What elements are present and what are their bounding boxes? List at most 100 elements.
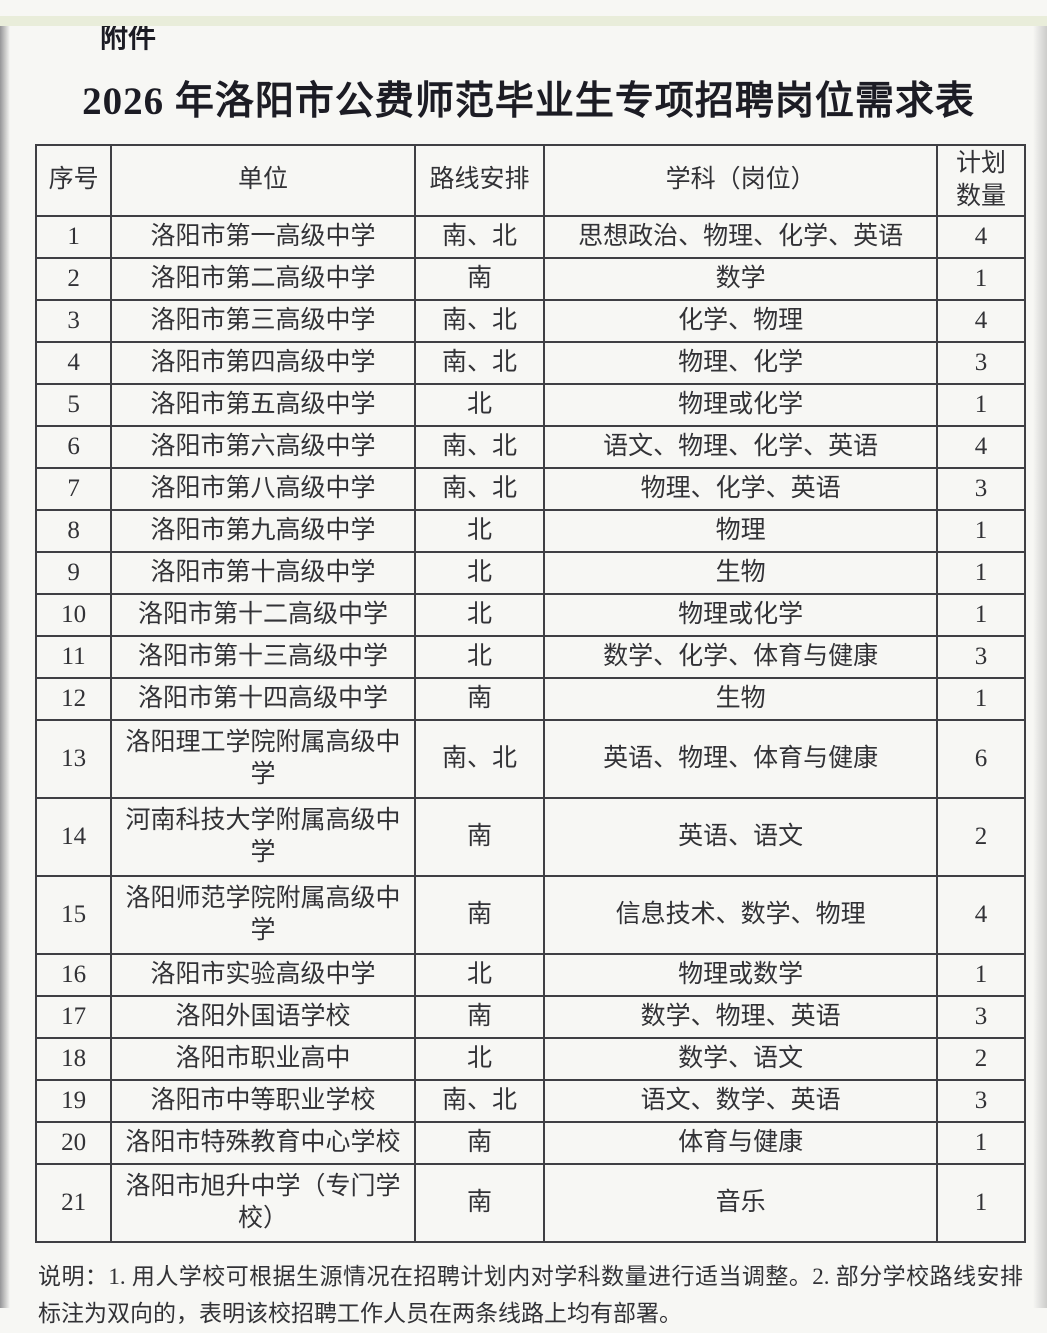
cell-subjects: 物理或化学 <box>543 593 938 637</box>
cell-school: 洛阳市旭升中学（专门学校） <box>110 1163 416 1243</box>
cell-route: 北 <box>413 551 546 595</box>
cell-route: 南 <box>413 677 546 721</box>
cell-route: 北 <box>413 953 546 997</box>
cell-subjects: 数学、物理、英语 <box>543 995 938 1039</box>
cell-quantity: 3 <box>935 1079 1027 1123</box>
cell-route: 北 <box>413 383 546 427</box>
cell-subjects: 思想政治、物理、化学、英语 <box>543 215 938 259</box>
table-row: 2 洛阳市第二高级中学 南 数学 1 <box>34 257 1027 301</box>
cell-subjects: 信息技术、数学、物理 <box>543 875 938 955</box>
cell-school: 河南科技大学附属高级中学 <box>110 797 416 877</box>
cell-index: 1 <box>34 215 113 259</box>
cell-subjects: 语文、数学、英语 <box>543 1079 938 1123</box>
cell-school: 洛阳市第三高级中学 <box>110 299 416 343</box>
table-row: 6 洛阳市第六高级中学 南、北 语文、物理、化学、英语 4 <box>34 425 1027 469</box>
cell-school: 洛阳市第二高级中学 <box>110 257 416 301</box>
cell-quantity: 1 <box>935 593 1027 637</box>
cell-route: 南 <box>413 1163 546 1243</box>
cell-index: 4 <box>34 341 113 385</box>
cell-route: 南 <box>413 995 546 1039</box>
cell-subjects: 物理、化学 <box>543 341 938 385</box>
cell-subjects: 物理或数学 <box>543 953 938 997</box>
scan-top-strip <box>0 16 1047 26</box>
table-row: 15 洛阳师范学院附属高级中学 南 信息技术、数学、物理 4 <box>34 875 1027 955</box>
scan-left-shadow <box>0 26 10 1308</box>
cell-quantity: 3 <box>935 467 1027 511</box>
cell-quantity: 1 <box>935 383 1027 427</box>
cell-quantity: 2 <box>935 1037 1027 1081</box>
cell-index: 15 <box>34 875 113 955</box>
page-title: 2026 年洛阳市公费师范毕业生专项招聘岗位需求表 <box>82 80 975 123</box>
cell-school: 洛阳市第十四高级中学 <box>110 677 416 721</box>
cell-school: 洛阳市第六高级中学 <box>110 425 416 469</box>
cell-index: 5 <box>34 383 113 427</box>
cell-route: 南、北 <box>413 1079 546 1123</box>
table-row: 13 洛阳理工学院附属高级中学 南、北 英语、物理、体育与健康 6 <box>34 719 1027 799</box>
cell-quantity: 4 <box>935 425 1027 469</box>
cell-school: 洛阳师范学院附属高级中学 <box>110 875 416 955</box>
cell-route: 北 <box>413 635 546 679</box>
table-row: 19 洛阳市中等职业学校 南、北 语文、数学、英语 3 <box>34 1079 1027 1123</box>
cell-quantity: 2 <box>935 797 1027 877</box>
cell-subjects: 音乐 <box>543 1163 938 1243</box>
cell-subjects: 英语、物理、体育与健康 <box>543 719 938 799</box>
col-header-school: 单位 <box>110 144 416 217</box>
cell-route: 北 <box>413 593 546 637</box>
cell-index: 7 <box>34 467 113 511</box>
table-row: 21 洛阳市旭升中学（专门学校） 南 音乐 1 <box>34 1163 1027 1243</box>
cell-school: 洛阳市第十高级中学 <box>110 551 416 595</box>
cell-route: 南 <box>413 257 546 301</box>
table-row: 7 洛阳市第八高级中学 南、北 物理、化学、英语 3 <box>34 467 1027 511</box>
cell-index: 3 <box>34 299 113 343</box>
cell-index: 2 <box>34 257 113 301</box>
cell-subjects: 生物 <box>543 677 938 721</box>
cell-index: 19 <box>34 1079 113 1123</box>
cell-school: 洛阳市中等职业学校 <box>110 1079 416 1123</box>
col-header-route: 路线安排 <box>413 144 546 217</box>
cell-school: 洛阳市第八高级中学 <box>110 467 416 511</box>
table-row: 17 洛阳外国语学校 南 数学、物理、英语 3 <box>34 995 1027 1039</box>
cell-subjects: 物理、化学、英语 <box>543 467 938 511</box>
cell-quantity: 1 <box>935 677 1027 721</box>
cell-quantity: 4 <box>935 215 1027 259</box>
cell-quantity: 1 <box>935 1121 1027 1165</box>
cell-subjects: 物理或化学 <box>543 383 938 427</box>
cell-index: 8 <box>34 509 113 553</box>
cell-route: 南、北 <box>413 425 546 469</box>
cell-school: 洛阳市第四高级中学 <box>110 341 416 385</box>
table-row: 1 洛阳市第一高级中学 南、北 思想政治、物理、化学、英语 4 <box>34 215 1027 259</box>
cell-route: 南、北 <box>413 719 546 799</box>
cell-quantity: 1 <box>935 1163 1027 1243</box>
attachment-label: 附件 <box>100 23 157 54</box>
cell-route: 南、北 <box>413 341 546 385</box>
table-row: 10 洛阳市第十二高级中学 北 物理或化学 1 <box>34 593 1027 637</box>
cell-index: 20 <box>34 1121 113 1165</box>
cell-school: 洛阳市第五高级中学 <box>110 383 416 427</box>
cell-school: 洛阳理工学院附属高级中学 <box>110 719 416 799</box>
recruitment-table: 序号 单位 路线安排 学科（岗位） 计划数量 1 洛阳市第一高级中学 南、北 思… <box>34 144 1027 1243</box>
table-row: 12 洛阳市第十四高级中学 南 生物 1 <box>34 677 1027 721</box>
footnote: 说明：1. 用人学校可根据生源情况在招聘计划内对学科数量进行适当调整。2. 部分… <box>38 1264 1023 1326</box>
table-row: 11 洛阳市第十三高级中学 北 数学、化学、体育与健康 3 <box>34 635 1027 679</box>
cell-school: 洛阳市职业高中 <box>110 1037 416 1081</box>
cell-index: 16 <box>34 953 113 997</box>
cell-school: 洛阳市第十三高级中学 <box>110 635 416 679</box>
cell-school: 洛阳外国语学校 <box>110 995 416 1039</box>
cell-route: 南 <box>413 797 546 877</box>
cell-subjects: 数学、化学、体育与健康 <box>543 635 938 679</box>
cell-route: 北 <box>413 509 546 553</box>
cell-quantity: 1 <box>935 509 1027 553</box>
cell-quantity: 6 <box>935 719 1027 799</box>
table-row: 9 洛阳市第十高级中学 北 生物 1 <box>34 551 1027 595</box>
col-header-subjects: 学科（岗位） <box>543 144 938 217</box>
cell-index: 11 <box>34 635 113 679</box>
cell-quantity: 4 <box>935 875 1027 955</box>
cell-school: 洛阳市实验高级中学 <box>110 953 416 997</box>
cell-subjects: 语文、物理、化学、英语 <box>543 425 938 469</box>
cell-quantity: 1 <box>935 551 1027 595</box>
cell-subjects: 英语、语文 <box>543 797 938 877</box>
header-row: 序号 单位 路线安排 学科（岗位） 计划数量 <box>34 144 1027 217</box>
col-header-index: 序号 <box>34 144 113 217</box>
document-page: 附件 2026 年洛阳市公费师范毕业生专项招聘岗位需求表 序号 单位 路线安排 … <box>0 16 1047 1333</box>
cell-quantity: 3 <box>935 995 1027 1039</box>
